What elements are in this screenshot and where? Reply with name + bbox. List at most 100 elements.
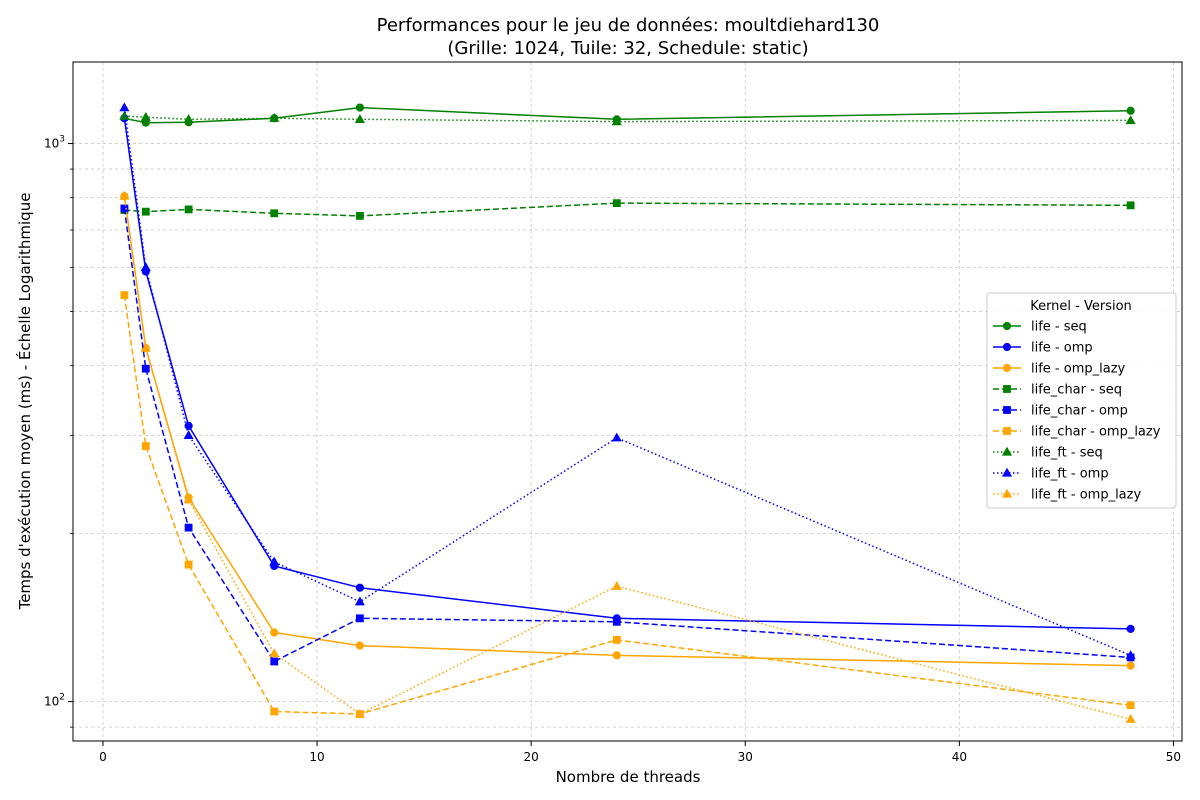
data-point bbox=[611, 432, 622, 442]
x-tick-label: 30 bbox=[738, 750, 753, 764]
legend-swatch-marker bbox=[1001, 467, 1013, 477]
data-point bbox=[141, 442, 150, 450]
data-point bbox=[355, 614, 364, 623]
legend-label: life_char - omp_lazy bbox=[1031, 425, 1161, 440]
legend-entries: life - seq life - omp life - omp_lazy life_… bbox=[993, 320, 1161, 503]
data-point bbox=[184, 523, 193, 532]
data-point bbox=[183, 114, 194, 123]
legend-title: Kernel - Version bbox=[1030, 299, 1132, 314]
data-point bbox=[355, 641, 364, 650]
y-axis-label: Temps d'exécution moyen (ms) - Échelle L… bbox=[15, 193, 34, 611]
data-point bbox=[270, 209, 279, 218]
legend-entry: life_char - omp bbox=[993, 404, 1128, 419]
x-tick-label: 50 bbox=[1166, 750, 1181, 764]
chart-subtitle: (Grille: 1024, Tuile: 32, Schedule: stat… bbox=[447, 38, 808, 59]
data-point bbox=[1125, 713, 1136, 723]
legend-swatch-marker bbox=[1001, 446, 1013, 456]
data-point bbox=[140, 342, 151, 352]
data-point bbox=[1126, 106, 1135, 115]
data-point bbox=[355, 211, 364, 220]
legend-entry: life - omp_lazy bbox=[993, 362, 1126, 377]
data-point bbox=[1126, 201, 1135, 210]
data-point bbox=[355, 583, 364, 592]
data-point bbox=[269, 556, 280, 566]
chart-title: Performances pour le jeu de données: mou… bbox=[377, 15, 880, 36]
data-point bbox=[612, 651, 621, 660]
data-point bbox=[611, 116, 622, 126]
data-point bbox=[354, 114, 365, 123]
data-point bbox=[270, 657, 279, 666]
data-point bbox=[354, 596, 365, 606]
legend-label: life_char - omp bbox=[1031, 404, 1128, 419]
data-point bbox=[183, 430, 194, 439]
legend-entry: life_char - omp_lazy bbox=[993, 425, 1161, 440]
legend-label: life_ft - omp_lazy bbox=[1031, 488, 1141, 503]
data-point bbox=[612, 617, 621, 626]
data-point bbox=[1125, 115, 1136, 125]
legend-entry: life - seq bbox=[993, 320, 1087, 335]
data-point bbox=[120, 204, 129, 213]
data-point bbox=[184, 421, 193, 430]
series-life-ft-omp-lazy bbox=[119, 190, 1136, 723]
data-point bbox=[269, 113, 280, 122]
data-point bbox=[184, 560, 193, 569]
legend-swatch-marker bbox=[1002, 321, 1012, 331]
data-point bbox=[611, 580, 622, 590]
data-point bbox=[119, 190, 130, 200]
data-point bbox=[119, 102, 130, 112]
data-point bbox=[354, 708, 365, 718]
data-point bbox=[270, 707, 279, 716]
data-point bbox=[140, 262, 151, 272]
data-point bbox=[270, 628, 279, 637]
legend-swatch-marker bbox=[1003, 427, 1011, 435]
data-point bbox=[269, 648, 280, 658]
legend-swatch-marker bbox=[1003, 406, 1011, 414]
data-point bbox=[141, 364, 150, 373]
plot-frame bbox=[72, 61, 1183, 742]
data-point bbox=[120, 291, 129, 300]
data-point bbox=[140, 111, 151, 121]
legend-swatch-marker bbox=[1001, 488, 1013, 498]
legend-swatch-marker bbox=[1002, 342, 1012, 352]
legend-entry: life_ft - omp bbox=[993, 467, 1109, 482]
data-point bbox=[612, 199, 621, 208]
grid-layer bbox=[73, 62, 1182, 741]
data-point bbox=[1126, 624, 1135, 633]
legend-label: life_ft - omp bbox=[1031, 467, 1109, 482]
legend-label: life_char - seq bbox=[1031, 383, 1122, 398]
y-tick-label: 102 bbox=[44, 693, 65, 709]
y-tick-label: 103 bbox=[44, 135, 65, 151]
data-point bbox=[183, 494, 194, 504]
series-life-ft-seq bbox=[119, 110, 1136, 126]
data-point bbox=[355, 103, 364, 112]
data-point bbox=[1126, 701, 1135, 710]
data-point bbox=[612, 635, 621, 644]
data-point bbox=[1125, 650, 1136, 660]
x-tick-label: 40 bbox=[952, 750, 967, 764]
legend-label: life - seq bbox=[1031, 320, 1087, 335]
x-axis-label: Nombre de threads bbox=[556, 768, 701, 786]
legend-swatch-marker bbox=[1002, 363, 1012, 373]
legend-box bbox=[986, 292, 1177, 509]
data-point bbox=[1126, 661, 1135, 670]
x-tick-label: 0 bbox=[99, 750, 107, 764]
series-layer bbox=[119, 102, 1136, 723]
legend-entry: life_char - seq bbox=[993, 383, 1122, 398]
x-tick-label: 20 bbox=[524, 750, 539, 764]
data-point bbox=[119, 110, 130, 120]
legend-entry: life - omp bbox=[993, 341, 1093, 356]
legend-entry: life_ft - seq bbox=[993, 446, 1103, 461]
data-point bbox=[184, 205, 193, 214]
data-point bbox=[141, 207, 150, 216]
legend-label: life - omp_lazy bbox=[1031, 362, 1126, 377]
legend-label: life_ft - seq bbox=[1031, 446, 1103, 461]
legend-label: life - omp bbox=[1031, 341, 1093, 356]
legend-entry: life_ft - omp_lazy bbox=[993, 488, 1141, 503]
legend-swatch-marker bbox=[1003, 385, 1011, 393]
tick-layer: 0 10 20 30 40 50 102 103 bbox=[44, 135, 1181, 764]
x-tick-label: 10 bbox=[309, 750, 324, 764]
series-life-ft-omp bbox=[119, 102, 1136, 660]
